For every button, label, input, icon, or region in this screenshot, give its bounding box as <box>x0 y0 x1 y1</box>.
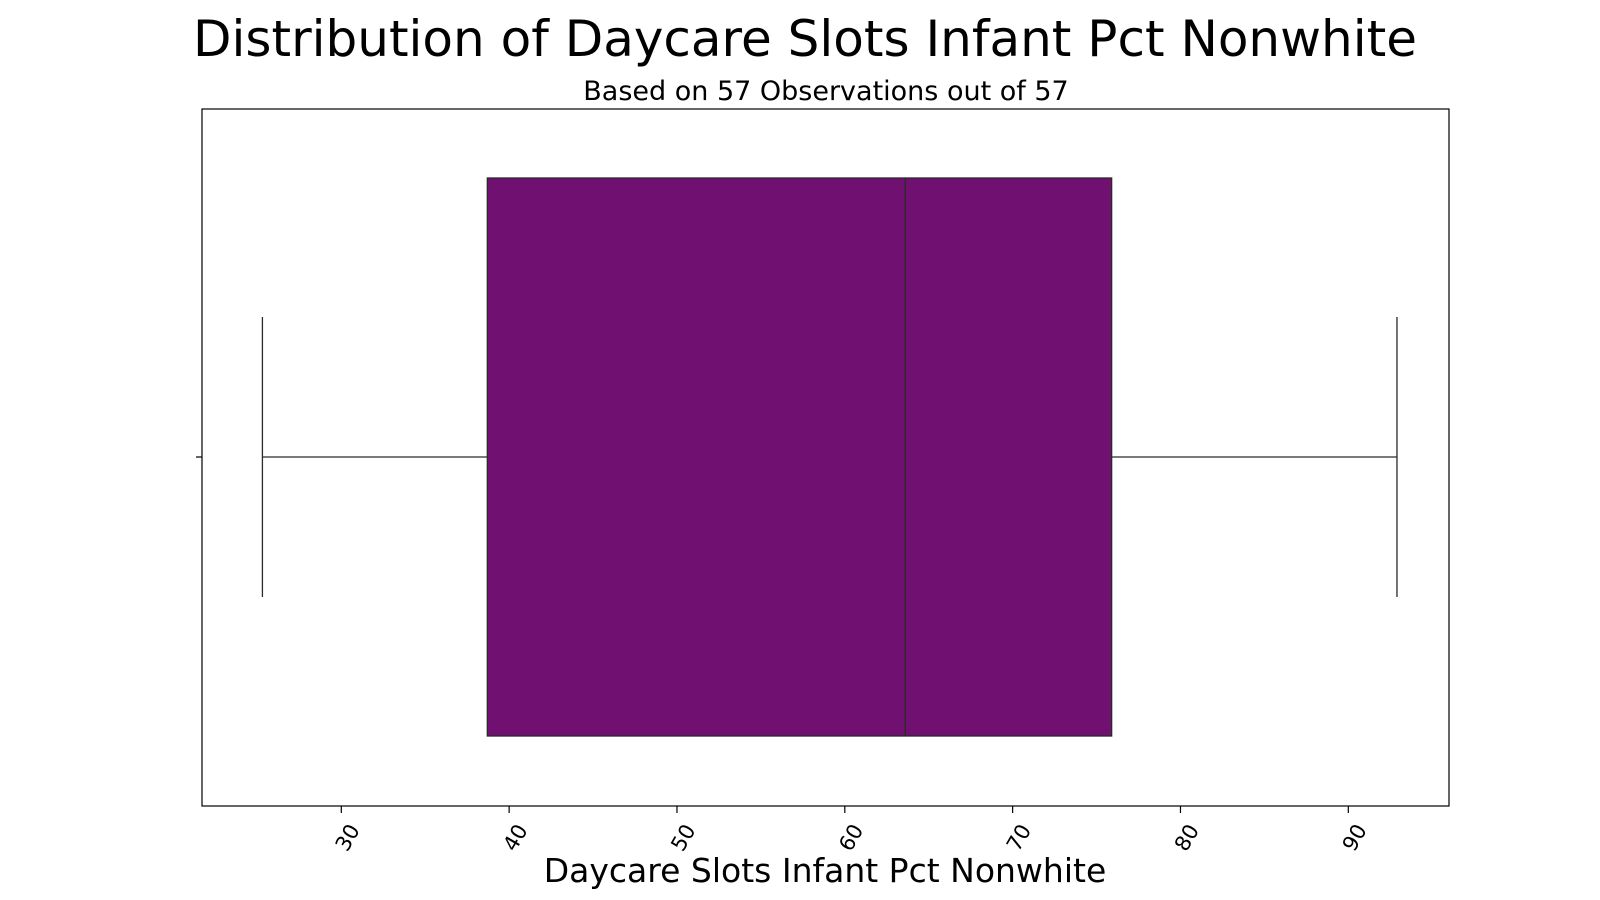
x-tick-label: 70 <box>1002 820 1036 855</box>
x-axis-label: Daycare Slots Infant Pct Nonwhite <box>544 851 1107 890</box>
chart-subtitle: Based on 57 Observations out of 57 <box>583 76 1068 107</box>
x-tick-label: 60 <box>834 820 868 855</box>
x-tick-label: 30 <box>331 820 365 855</box>
x-tick-label: 80 <box>1170 820 1204 855</box>
plot-area <box>261 177 1398 737</box>
chart-title: Distribution of Daycare Slots Infant Pct… <box>193 10 1417 68</box>
x-tick-label: 50 <box>666 820 700 855</box>
x-axis: 30 40 50 60 70 80 90 <box>331 806 1372 855</box>
x-tick-label: 90 <box>1338 820 1372 855</box>
iqr-box <box>486 177 1113 737</box>
x-tick-label: 40 <box>498 820 532 855</box>
